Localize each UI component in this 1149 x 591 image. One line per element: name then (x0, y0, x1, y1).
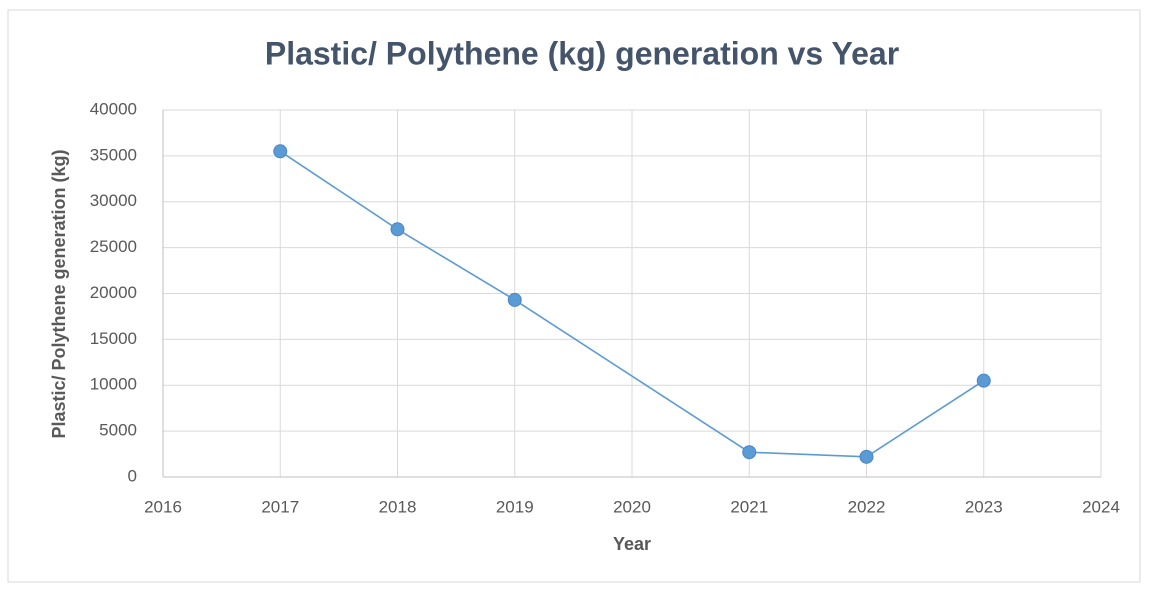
y-axis-label: Plastic/ Polythene generation (kg) (49, 149, 69, 438)
data-point (507, 292, 522, 307)
x-axis-label: Year (613, 534, 651, 554)
y-tick-label: 25000 (90, 237, 137, 256)
data-point (390, 222, 405, 237)
data-point (742, 445, 757, 460)
y-tick-label: 5000 (99, 421, 137, 440)
y-tick-label: 35000 (90, 145, 137, 164)
x-tick-label: 2021 (730, 497, 768, 516)
y-tick-label: 15000 (90, 329, 137, 348)
y-tick-label: 10000 (90, 375, 137, 394)
y-tick-label: 30000 (90, 191, 137, 210)
data-point (976, 373, 991, 388)
y-tick-label: 20000 (90, 283, 137, 302)
data-point (273, 144, 288, 159)
y-tick-label: 0 (128, 466, 137, 485)
x-tick-label: 2018 (379, 497, 417, 516)
x-tick-label: 2017 (261, 497, 299, 516)
chart-title: Plastic/ Polythene (kg) generation vs Ye… (265, 35, 899, 71)
x-tick-label: 2022 (848, 497, 886, 516)
x-tick-label: 2024 (1082, 497, 1120, 516)
y-tick-label: 40000 (90, 99, 137, 118)
data-point (859, 449, 874, 464)
chart-border (7, 9, 1141, 583)
series-line (279, 150, 985, 458)
x-tick-label: 2020 (613, 497, 651, 516)
x-tick-label: 2016 (144, 497, 182, 516)
x-tick-label: 2023 (965, 497, 1003, 516)
x-tick-label: 2019 (496, 497, 534, 516)
